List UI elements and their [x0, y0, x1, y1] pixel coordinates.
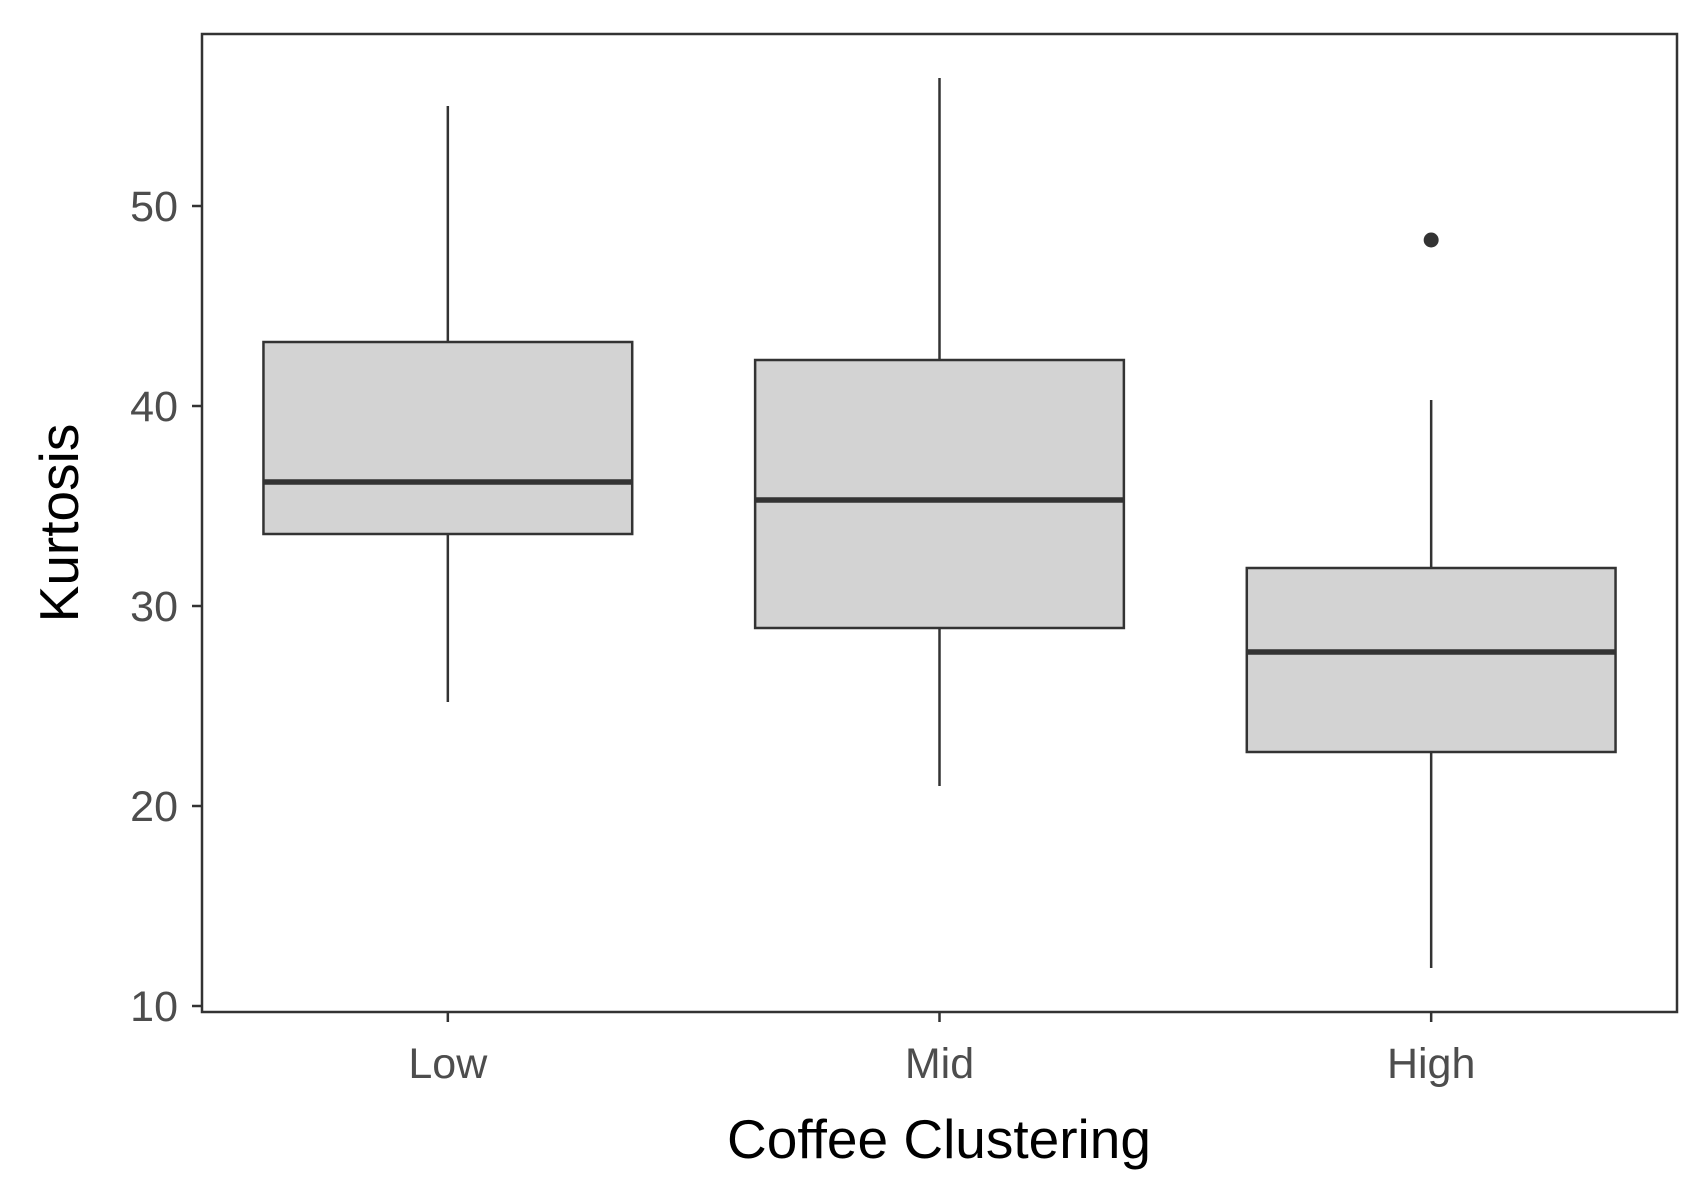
y-axis: 10 20 30 40 50 — [130, 183, 202, 1031]
y-tick-label: 10 — [130, 983, 178, 1031]
box-iqr — [753, 358, 1126, 630]
box-iqr — [262, 340, 634, 536]
y-tick-label: 30 — [130, 583, 178, 631]
x-tick-label: High — [1387, 1040, 1475, 1088]
x-axis-title: Coffee Clustering — [727, 1108, 1151, 1170]
box-group-low — [262, 106, 634, 702]
y-tick-label: 40 — [130, 383, 178, 431]
x-axis: Low Mid High — [408, 1012, 1475, 1088]
box-iqr — [1245, 566, 1617, 754]
y-tick-label: 20 — [130, 783, 178, 831]
outlier-point — [1423, 232, 1439, 248]
box-group-high — [1245, 232, 1617, 968]
box-group-mid — [753, 78, 1126, 786]
y-tick-label: 50 — [130, 183, 178, 231]
x-tick-label: Mid — [905, 1040, 974, 1088]
boxes-layer — [262, 78, 1617, 968]
y-axis-title: Kurtosis — [28, 424, 90, 623]
x-tick-label: Low — [408, 1040, 488, 1088]
